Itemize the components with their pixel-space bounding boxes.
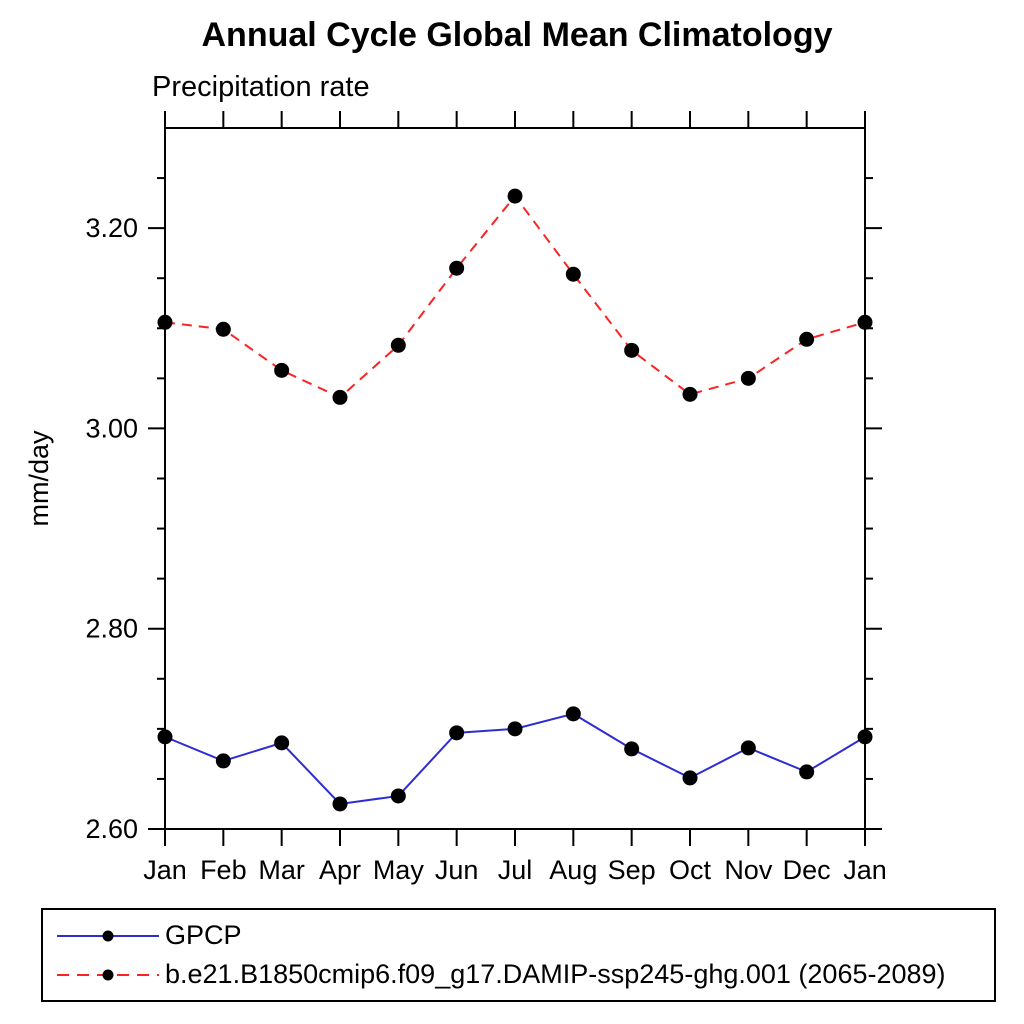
model-sample-marker <box>102 969 114 980</box>
gpcp-data-point-marker <box>157 729 173 745</box>
month-label: Jul <box>498 855 533 885</box>
month-label: Feb <box>200 855 247 885</box>
y-tick-label: 3.20 <box>85 213 138 243</box>
model-data-point-marker <box>215 321 231 337</box>
legend-entry-gpcp: GPCP <box>51 922 994 949</box>
gpcp-line-sample-icon <box>57 930 159 941</box>
chart-title: Annual Cycle Global Mean Climatology <box>201 16 833 54</box>
legend-entry-model: b.e21.B1850cmip6.f09_g17.DAMIP-ssp245-gh… <box>51 961 994 988</box>
y-tick-label: 3.00 <box>85 413 138 443</box>
y-tick-label: 2.60 <box>85 814 138 844</box>
month-label: Oct <box>669 855 712 885</box>
y-tick-label: 2.80 <box>85 614 138 644</box>
month-label: Jun <box>435 855 479 885</box>
model-data-point-marker <box>799 331 815 347</box>
gpcp-data-point-marker <box>740 740 756 756</box>
month-label: Mar <box>258 855 305 885</box>
y-axis-label: mm/day <box>24 430 54 527</box>
gpcp-data-point-marker <box>565 706 581 722</box>
model-data-point-marker <box>682 386 698 402</box>
model-data-point-marker <box>624 342 640 358</box>
model-data-point-marker <box>332 389 348 405</box>
model-data-point-marker <box>274 362 290 378</box>
gpcp-data-point-marker <box>507 721 523 737</box>
model-data-point-marker <box>565 266 581 282</box>
model-data-point-marker <box>390 337 406 353</box>
model-data-point-marker <box>507 188 523 204</box>
legend-box: GPCP b.e21.B1850cmip6.f09_g17.DAMIP-ssp2… <box>41 908 996 1002</box>
month-label: Sep <box>608 855 656 885</box>
chart-subtitle: Precipitation rate <box>152 71 370 103</box>
month-label: Jan <box>143 855 187 885</box>
gpcp-sample-marker <box>102 930 114 941</box>
gpcp-data-point-marker <box>449 725 465 741</box>
legend-label-gpcp: GPCP <box>165 920 242 950</box>
month-label: Jan <box>843 855 887 885</box>
month-label: May <box>373 855 425 885</box>
gpcp-data-point-marker <box>799 764 815 780</box>
gpcp-data-point-marker <box>274 735 290 751</box>
month-label: Aug <box>549 855 597 885</box>
gpcp-data-point-marker <box>332 796 348 812</box>
model-data-point-marker <box>857 314 873 330</box>
model-line-sample-icon <box>57 969 159 980</box>
model-line <box>164 194 866 399</box>
month-label: Dec <box>783 855 831 885</box>
model-data-point-marker <box>157 314 173 330</box>
gpcp-data-point-marker <box>390 788 406 804</box>
gpcp-data-point-marker <box>215 753 231 769</box>
month-label: Nov <box>724 855 773 885</box>
legend-label-model: b.e21.B1850cmip6.f09_g17.DAMIP-ssp245-gh… <box>165 959 946 989</box>
month-label: Apr <box>319 855 361 885</box>
model-data-point-marker <box>449 260 465 276</box>
model-data-point-marker <box>740 370 756 386</box>
gpcp-data-point-marker <box>682 770 698 786</box>
gpcp-data-point-marker <box>624 741 640 757</box>
gpcp-data-point-marker <box>857 729 873 745</box>
